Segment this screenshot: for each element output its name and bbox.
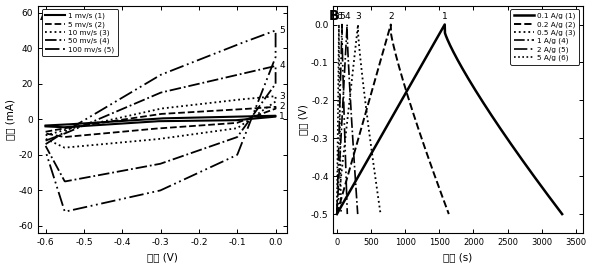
Legend: 0.1 A/g (1), 0.2 A/g (2), 0.5 A/g (3), 1 A/g (4), 2 A/g (5), 5 A/g (6): 0.1 A/g (1), 0.2 A/g (2), 0.5 A/g (3), 1… bbox=[511, 9, 579, 65]
Text: 2: 2 bbox=[279, 102, 285, 111]
X-axis label: 电压 (V): 电压 (V) bbox=[147, 252, 178, 262]
Text: 2: 2 bbox=[388, 12, 394, 21]
Y-axis label: 电压 (V): 电压 (V) bbox=[298, 104, 308, 135]
Text: 1: 1 bbox=[279, 112, 285, 121]
Text: 6: 6 bbox=[336, 12, 342, 21]
Text: 3: 3 bbox=[279, 92, 285, 101]
Text: 4: 4 bbox=[345, 12, 350, 21]
Text: 5: 5 bbox=[339, 12, 345, 21]
Legend: 1 mv/s (1), 5 mv/s (2), 10 mv/s (3), 50 mv/s (4), 100 mv/s (5): 1 mv/s (1), 5 mv/s (2), 10 mv/s (3), 50 … bbox=[42, 9, 118, 56]
Text: 3: 3 bbox=[355, 12, 361, 21]
Text: 5: 5 bbox=[279, 26, 285, 35]
Text: 4: 4 bbox=[279, 61, 285, 70]
Text: A: A bbox=[40, 9, 50, 23]
Text: 1: 1 bbox=[442, 12, 448, 21]
X-axis label: 时间 (s): 时间 (s) bbox=[444, 252, 473, 262]
Y-axis label: 电流 (mA): 电流 (mA) bbox=[5, 99, 15, 140]
Text: B: B bbox=[329, 9, 339, 23]
